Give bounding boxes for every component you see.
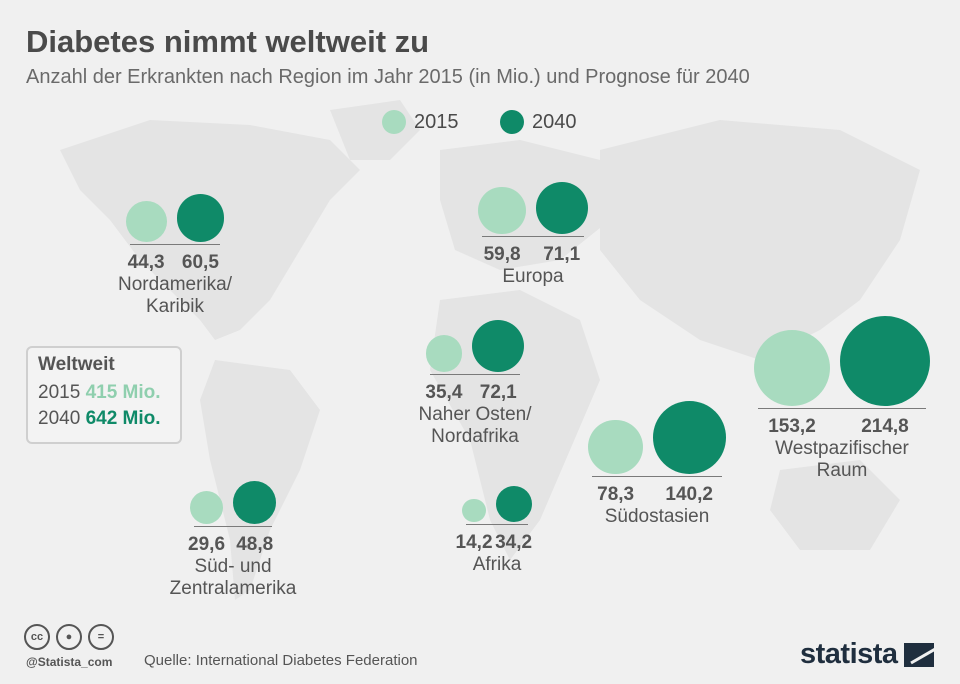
statista-handle: @Statista_com — [26, 655, 113, 669]
data-label-2040: 34,2 — [495, 532, 533, 553]
cc-icon: cc — [24, 624, 50, 650]
data-label-2040: 140,2 — [665, 484, 713, 505]
bubble-2015 — [588, 419, 643, 474]
worldwide-year: 2040 — [38, 408, 81, 429]
worldwide-value: 415 Mio. — [85, 382, 161, 403]
asia-shape — [600, 120, 920, 360]
legend-item-2015: 2015 — [382, 110, 459, 134]
region-label: Südostasien — [562, 506, 752, 528]
chart-subtitle: Anzahl der Erkrankten nach Region im Jah… — [26, 66, 750, 88]
data-label-2015: 59,8 — [483, 244, 521, 265]
bubble-2015 — [462, 498, 486, 522]
bubble-baseline — [193, 526, 273, 527]
legend-swatch-2015 — [382, 110, 406, 134]
region-label: Europa — [438, 266, 628, 288]
data-label-2015: 44,3 — [127, 252, 165, 273]
data-label-2015: 153,2 — [768, 416, 816, 437]
bubble-baseline — [482, 236, 584, 237]
nd-icon: = — [88, 624, 114, 650]
legend-label-2015: 2015 — [414, 110, 459, 133]
bubble-2040 — [840, 316, 930, 406]
bubble-baseline — [466, 524, 528, 525]
worldwide-row-2040: 2040 642 Mio. — [38, 408, 170, 430]
region-label-line: Naher Osten/ — [418, 404, 532, 425]
logo-text: statista — [800, 638, 898, 670]
bubble-2015 — [754, 330, 830, 406]
bubble-2015 — [478, 186, 526, 234]
bubble-2015 — [425, 335, 463, 372]
bubble-baseline — [429, 374, 521, 375]
worldwide-value: 642 Mio. — [85, 408, 161, 429]
bubble-2040 — [495, 486, 532, 522]
region-label: Afrika — [402, 554, 592, 576]
bubble-2040 — [535, 182, 588, 234]
region-label-line: Afrika — [472, 554, 522, 575]
australia-shape — [770, 460, 900, 550]
data-label-2040: 71,1 — [543, 244, 581, 265]
bubble-2040 — [233, 481, 277, 524]
source-note: Quelle: International Diabetes Federatio… — [144, 652, 418, 669]
region-label: Süd- und Zentralamerika — [138, 556, 328, 600]
region-label-line: Süd- und — [194, 556, 272, 577]
region-label: Westpazifischer Raum — [747, 438, 937, 482]
data-label-2015: 14,2 — [455, 532, 493, 553]
logo-mark-icon — [903, 642, 934, 667]
worldwide-row-2015: 2015 415 Mio. — [38, 382, 170, 404]
region-label-line: Nordamerika/ — [117, 274, 233, 295]
data-label-2040: 214,8 — [861, 416, 909, 437]
data-label-2015: 78,3 — [597, 484, 635, 505]
statista-logo[interactable]: statista — [800, 638, 934, 671]
region-label-line: Raum — [816, 460, 868, 481]
bubble-2015 — [189, 490, 224, 524]
bubble-baseline — [592, 476, 722, 477]
license-icons: cc ● = — [24, 624, 114, 650]
data-label-2015: 29,6 — [188, 534, 226, 555]
chart-title: Diabetes nimmt weltweit zu — [26, 24, 430, 59]
bubble-2040 — [652, 401, 726, 474]
region-label: Naher Osten/Nordafrika — [380, 404, 570, 448]
bubble-baseline — [758, 408, 926, 409]
legend-label-2040: 2040 — [532, 110, 577, 133]
legend-item-2040: 2040 — [500, 110, 577, 134]
region-label-line: Westpazifischer — [775, 438, 909, 459]
worldwide-year: 2015 — [38, 382, 81, 403]
bubble-baseline — [129, 244, 221, 245]
legend-swatch-2040 — [500, 110, 524, 134]
region-label-line: Zentralamerika — [169, 578, 297, 599]
bubble-2015 — [125, 201, 167, 242]
data-label-2040: 48,8 — [236, 534, 274, 555]
region-label-line: Südostasien — [604, 506, 710, 527]
data-label-2040: 60,5 — [181, 252, 219, 273]
south-america-shape — [200, 360, 320, 600]
bubble-2040 — [472, 319, 525, 372]
data-label-2015: 35,4 — [425, 382, 463, 403]
worldwide-title: Weltweit — [38, 354, 115, 375]
worldwide-summary-box: Weltweit 2015 415 Mio. 2040 642 Mio. — [26, 346, 182, 444]
by-icon: ● — [56, 624, 82, 650]
africa-shape — [430, 290, 600, 560]
region-label-line: Europa — [502, 266, 564, 287]
region-label: Nordamerika/Karibik — [80, 274, 270, 318]
data-label-2040: 72,1 — [479, 382, 517, 403]
bubble-2040 — [176, 194, 225, 242]
region-label-line: Nordafrika — [431, 426, 519, 447]
region-label-line: Karibik — [145, 296, 205, 317]
